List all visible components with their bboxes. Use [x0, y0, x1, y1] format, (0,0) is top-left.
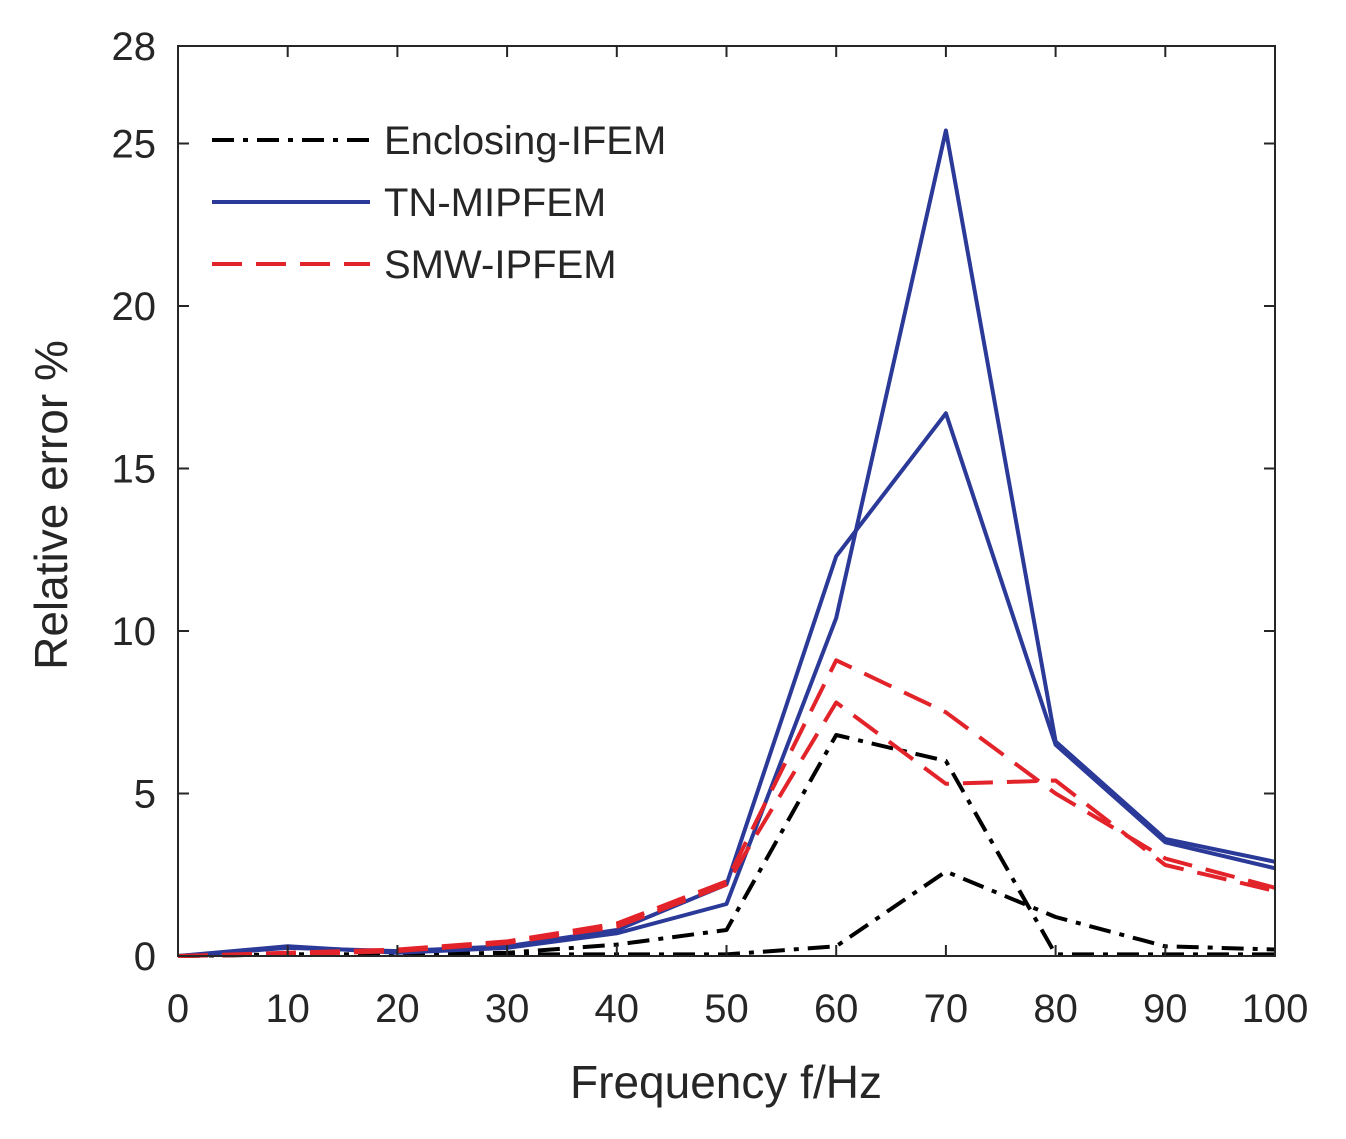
- axes-layer: 0 10 20 30 40 50 60 70 80 90 100 0 5 10 15 20 25 28: [112, 25, 1309, 1031]
- x-tick-label: 50: [704, 987, 749, 1031]
- y-tick-label: 28: [112, 25, 157, 69]
- series-layer: [177, 128, 1276, 958]
- y-tick-label: 10: [112, 610, 157, 654]
- y-tick-label: 15: [112, 448, 157, 492]
- y-tick-label: 25: [112, 123, 157, 167]
- y-tick-label: 0: [134, 935, 156, 979]
- y-tick-label: 5: [134, 773, 156, 817]
- x-tick-label: 30: [485, 987, 530, 1031]
- legend-label-tn-mipfem: TN-MIPFEM: [384, 181, 606, 225]
- y-axis-title: Relative error %: [25, 340, 77, 670]
- y-tick-label: 20: [112, 285, 157, 329]
- x-tick-label: 80: [1033, 987, 1078, 1031]
- x-tick-label: 0: [167, 987, 189, 1031]
- x-tick-label: 40: [595, 987, 640, 1031]
- legend-label-smw-ipfem: SMW-IPFEM: [384, 243, 617, 287]
- x-axis-title: Frequency f/Hz: [570, 1056, 882, 1108]
- x-tick-label: 100: [1242, 987, 1309, 1031]
- x-tick-label: 90: [1143, 987, 1188, 1031]
- x-tick-label: 60: [814, 987, 859, 1031]
- series-line-smw-ipfem-lower: [177, 700, 1276, 958]
- x-tick-label: 20: [375, 987, 420, 1031]
- x-tick-label: 10: [265, 987, 310, 1031]
- legend: Enclosing-IFEM TN-MIPFEM SMW-IPFEM: [212, 119, 666, 287]
- legend-label-enclosing-ifem: Enclosing-IFEM: [384, 119, 666, 163]
- x-tick-label: 70: [924, 987, 969, 1031]
- plot-area: [178, 46, 1275, 956]
